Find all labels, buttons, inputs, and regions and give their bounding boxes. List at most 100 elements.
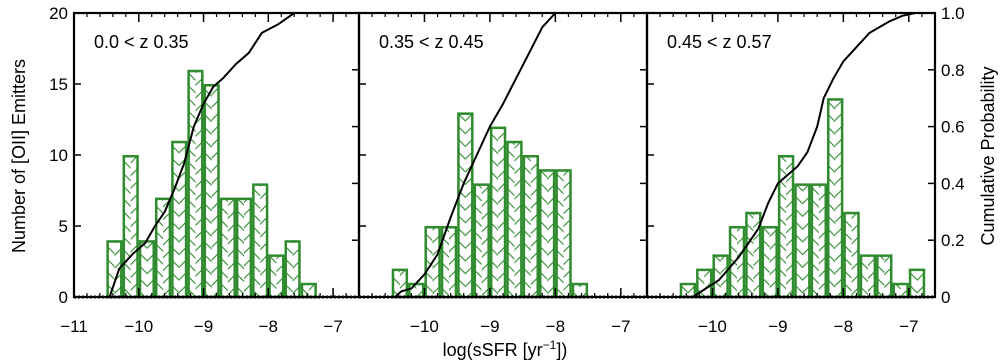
y-tick-label-right: 0 [941,288,950,307]
histogram-bar [235,197,253,299]
bar-hatch-left [794,183,803,297]
cumulative-line [394,13,566,297]
bar-hatch-right [227,197,236,297]
bar-hatch-right [211,84,220,297]
histogram-bar [571,282,589,299]
x-axis-label-exponent: −1 [543,338,557,352]
bar-hatch-right [818,183,827,297]
bar-hatch-right [769,226,778,297]
histogram-bar [252,183,269,299]
bar-hatch-right [867,254,877,297]
bar-hatch-left [122,155,131,297]
bar-hatch-right [179,140,188,297]
histogram-bar [522,155,539,299]
x-tick-label: −10 [410,317,439,336]
panel-redshift-label: 0.45 < z 0.57 [667,32,772,52]
bar-hatch-right [244,197,253,297]
y-tick-label-right: 1.0 [941,4,965,23]
bar-hatch-left [810,183,819,297]
bar-hatch-right [851,211,860,297]
y-tick-label-left: 15 [49,75,68,94]
bar-hatch-left [679,282,688,297]
x-axis-label: log(sSFR [yr−1]) [443,338,568,360]
y-tick-label-right: 0.2 [941,231,965,250]
bar-hatch-left [908,268,917,297]
histogram-bar [268,254,285,299]
x-tick-label: −8 [834,317,853,336]
bar-hatch-left [506,140,515,297]
bar-hatch-right [900,282,909,297]
bar-hatch-right [704,268,713,297]
y-axis-label-right: Cumulative Probability [978,66,998,245]
bar-hatch-right [687,282,697,297]
y-tick-label-right: 0.4 [941,174,965,193]
x-axis-label-close: ]) [556,340,567,360]
bar-hatch-right [720,254,729,297]
bar-hatch-left [539,169,548,297]
bar-hatch-right [802,183,811,297]
bar-hatch-left [473,183,482,297]
y-axis-label-left: Number of [OII] Emitters [9,59,29,253]
bar-hatch-left [106,240,115,297]
histogram-bar [859,254,877,299]
bar-hatch-left [300,282,309,297]
bar-hatch-left [424,226,433,297]
histogram-bar [122,155,139,299]
y-tick-label-left: 10 [49,146,68,165]
bar-hatch-left [892,282,901,297]
bar-hatch-left [391,268,400,297]
histogram-bar [555,169,572,299]
bar-hatch-right [481,183,490,297]
bar-hatch-left [522,155,531,297]
histogram-bar [408,282,425,299]
bar-hatch-left [728,226,737,297]
histogram-bar [473,183,490,299]
y-tick-label-right: 0.6 [941,118,965,137]
x-tick-label: −9 [768,317,787,336]
histogram-bar [794,183,811,299]
histogram-bar [138,240,155,299]
panel-redshift-label: 0.0 < z 0.35 [94,32,189,52]
histogram-bar [203,84,220,299]
histogram-bar [187,69,204,299]
bar-hatch-left [859,254,868,297]
bar-hatch-right [514,140,523,297]
bar-hatch-right [465,112,474,298]
histogram-bar [712,254,729,299]
y-tick-label-left: 5 [59,217,68,236]
bar-hatch-right [399,268,409,297]
histogram-bar [457,112,474,299]
bar-hatch-right [884,254,893,297]
y-tick-label-left: 20 [49,4,68,23]
panel-redshift-label: 0.35 < z 0.45 [379,32,484,52]
x-tick-label: −9 [480,317,499,336]
bar-hatch-right [432,226,441,297]
bar-hatch-right [163,197,172,297]
cumulative-line [108,13,308,297]
bar-hatch-right [530,155,539,297]
histogram-bar [728,226,746,299]
bar-hatch-left [827,98,836,297]
x-tick-label: −10 [698,317,727,336]
x-tick-label: −9 [194,317,213,336]
histogram-bar [810,183,827,299]
bar-hatch-right [308,282,317,297]
bar-hatch-right [292,240,301,297]
bar-hatch-left [745,211,754,297]
bar-hatch-left [777,155,787,297]
bar-hatch-right [195,69,204,297]
bar-hatch-left [555,169,564,297]
bar-hatch-right [260,183,269,297]
bar-hatch-left [284,240,293,297]
x-tick-label: −10 [124,317,153,336]
bar-hatch-right [835,98,844,297]
bar-hatch-right [416,282,425,297]
panel-3: −10 −9 −8 −7 0 0.2 0.4 0.6 0.8 1.0 0.45 < z 0.57 [645,4,965,336]
bar-hatch-right [146,240,155,297]
bar-hatch-left [154,197,164,297]
bar-hatch-right [276,254,285,297]
histogram-bar [284,240,301,299]
panel-1: −11 −10 −9 −8 −7 0 5 10 15 20 0.0 < z 0.35 [49,4,361,336]
